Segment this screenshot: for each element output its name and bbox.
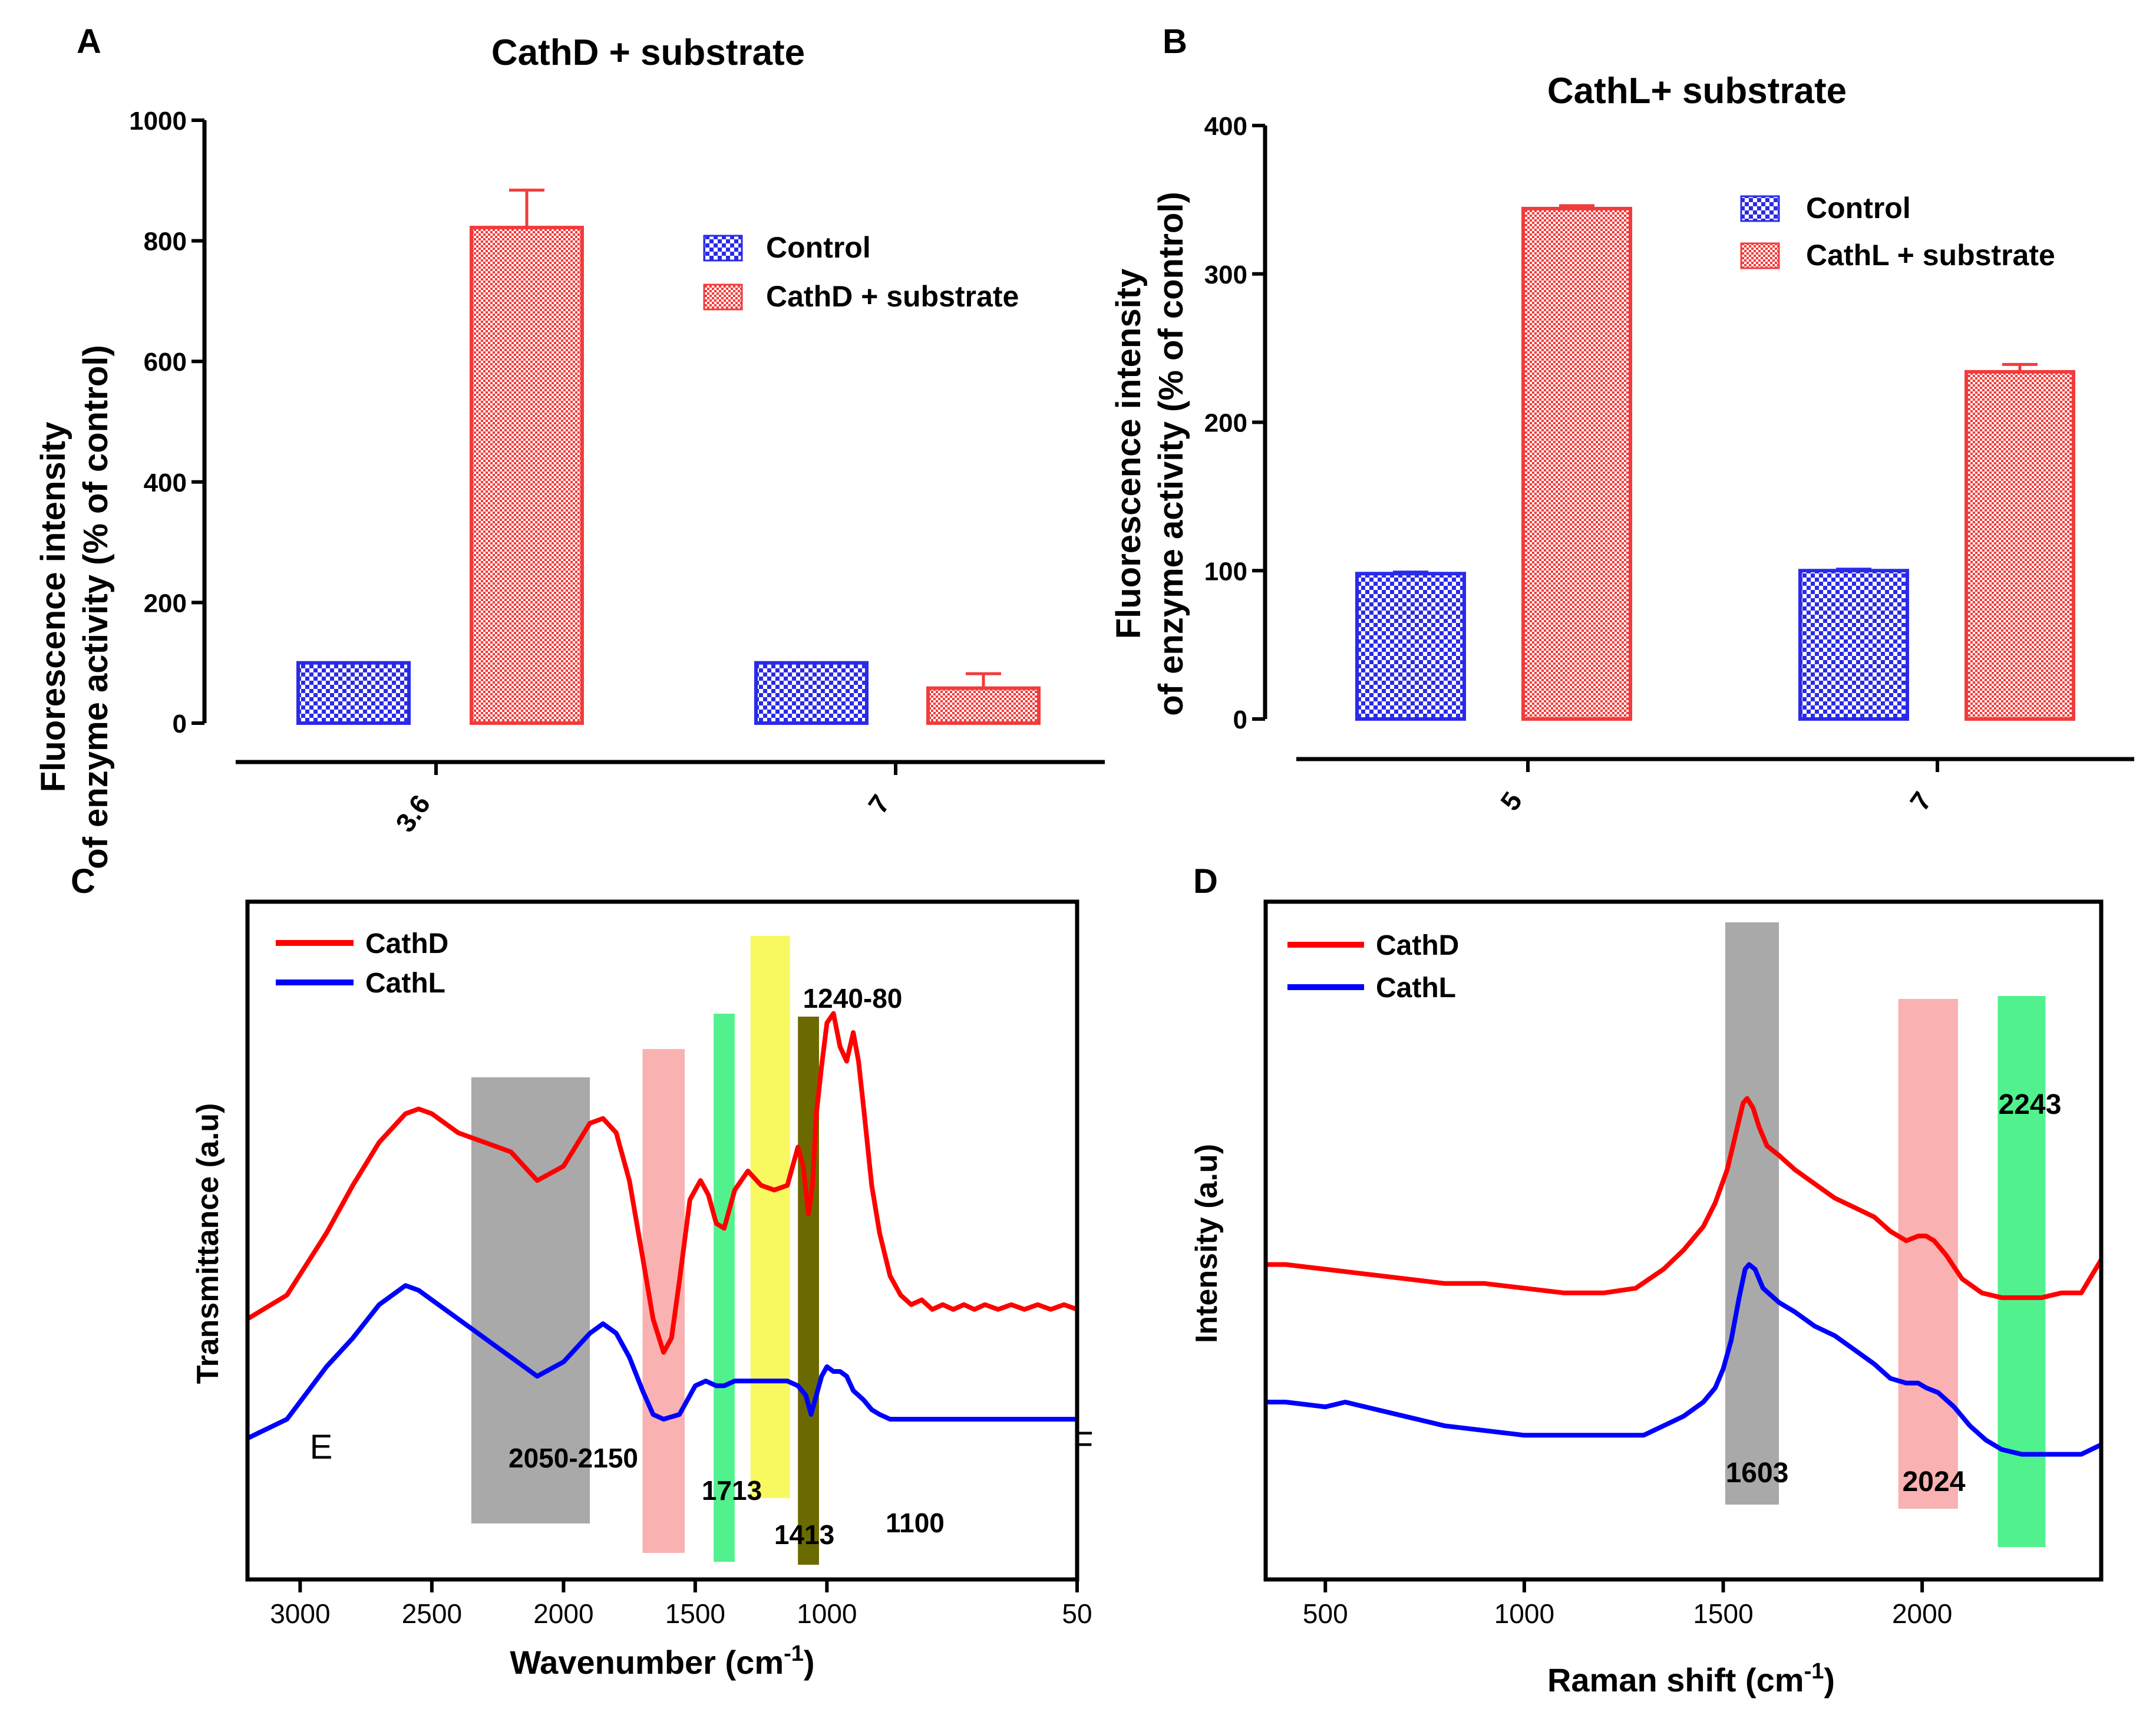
y-tick-label: 100: [1204, 557, 1247, 586]
x-tick-label: 3000: [270, 1598, 330, 1629]
legend-label-cathl: CathL: [365, 968, 445, 999]
panel-c-legend: CathD CathL: [276, 928, 448, 999]
y-tick-label: 800: [144, 227, 187, 256]
annotation-1713: 1713: [702, 1475, 762, 1506]
annotation-1100: 1100: [886, 1508, 945, 1538]
annotation-2243: 2243: [1999, 1089, 2062, 1120]
panel-d-bands: [1725, 922, 2046, 1547]
y-tick-label: 400: [1204, 112, 1247, 141]
x-tick-label: 5: [1494, 786, 1528, 816]
highlight-band: [1898, 999, 1958, 1509]
legend-label-control: Control: [1806, 192, 1911, 225]
panel-d: D 500 1000 1500 2000 Intensity (a.u) Raman …: [1190, 862, 2104, 1698]
y-tick-label: 400: [144, 469, 187, 497]
x-tick-label: 1500: [1693, 1598, 1753, 1629]
panel-a-ylabel-line1: Fluorescence intensity: [34, 422, 72, 793]
series-line-cathl: [246, 1283, 1077, 1441]
series-line-cathl: [1266, 1262, 2102, 1457]
legend-label-cathd: CathD: [1376, 930, 1459, 961]
bar: [1521, 206, 1632, 721]
panel-c-lines: [246, 1011, 1078, 1441]
x-tick-label: 2000: [533, 1598, 593, 1629]
panel-a-ylabel-line2: of enzyme activity (% of control): [77, 345, 115, 869]
bar: [1355, 572, 1466, 721]
panel-c-letter: C: [71, 862, 95, 901]
legend-label-control: Control: [766, 231, 871, 264]
legend-label-cathd: CathD: [365, 928, 448, 959]
legend-label-cathd-substrate: CathD + substrate: [766, 280, 1019, 313]
x-tick-label: 7: [862, 789, 896, 819]
highlight-band: [714, 1014, 735, 1562]
panel-d-xlabel: Raman shift (cm-1): [1547, 1659, 1835, 1698]
highlight-band: [1725, 922, 1779, 1505]
panel-c-annotations: 2050-2150 1713 1413 1240-80 1100 E F: [310, 983, 1094, 1550]
bar: [754, 661, 869, 725]
y-tick-label: 0: [1233, 705, 1247, 734]
panel-a-legend: Control CathD + substrate: [703, 231, 1019, 313]
panel-b: B CathL+ substrate Fluorescence intensit…: [1110, 22, 2134, 816]
annotation-1603: 1603: [1726, 1457, 1789, 1489]
series-line-cathd: [1266, 1096, 2104, 1300]
panel-b-ylabel-line1: Fluorescence intensity: [1110, 269, 1148, 639]
x-tick-label: 50: [1062, 1598, 1092, 1629]
x-tick-label: 1500: [665, 1598, 725, 1629]
panel-b-letter: B: [1163, 22, 1187, 61]
panel-d-axes: 500 1000 1500 2000: [1303, 1579, 1952, 1629]
annotation-2024: 2024: [1903, 1466, 1966, 1498]
bar: [926, 686, 1041, 725]
mark-f: F: [1072, 1425, 1093, 1463]
legend-label-cathl-substrate: CathL + substrate: [1806, 239, 2055, 272]
panel-b-title: CathL+ substrate: [1547, 71, 1847, 111]
bar: [1798, 569, 1909, 721]
bar: [470, 226, 584, 725]
x-tick-label: 1000: [797, 1598, 857, 1629]
bar: [1964, 370, 2075, 721]
legend-swatch-control: [703, 235, 743, 262]
panel-d-legend: CathD CathL: [1287, 930, 1459, 1004]
legend-swatch-cathl-substrate: [1740, 242, 1780, 269]
panel-d-lines: [1266, 1096, 2104, 1457]
bar: [296, 661, 411, 725]
x-tick-label: 2000: [1892, 1598, 1952, 1629]
x-tick-label: 2500: [402, 1598, 462, 1629]
legend-swatch-control: [1740, 195, 1780, 222]
panel-c: C 3000 2500 2000 1500 1000 50 Transmittance (…: [71, 862, 1093, 1681]
panel-b-ylabel-line2: of enzyme activity (% of control): [1152, 192, 1190, 715]
y-tick-label: 300: [1204, 260, 1247, 289]
legend-swatch-cathd-substrate: [703, 283, 743, 311]
panel-d-annotations: 1603 2024 2243: [1726, 1089, 2062, 1498]
annotation-2050-2150: 2050-2150: [509, 1443, 638, 1473]
panel-d-ylabel: Intensity (a.u): [1190, 1144, 1224, 1343]
highlight-band: [750, 936, 790, 1498]
panel-b-bars: [1355, 204, 2075, 721]
y-tick-label: 1000: [129, 107, 187, 136]
panel-a-bars: [296, 189, 1041, 725]
panel-c-xlabel: Wavenumber (cm-1): [510, 1641, 814, 1681]
y-tick-label: 0: [173, 710, 187, 738]
panel-c-axes: 3000 2500 2000 1500 1000 50: [270, 1579, 1092, 1629]
legend-label-cathl: CathL: [1376, 972, 1456, 1004]
x-tick-label: 1000: [1494, 1598, 1554, 1629]
y-tick-label: 200: [144, 589, 187, 618]
mark-e: E: [310, 1428, 333, 1466]
panel-a: A CathD + substrate Fluorescence intensi…: [34, 22, 1105, 869]
panel-a-letter: A: [77, 22, 101, 61]
y-tick-label: 600: [144, 348, 187, 377]
highlight-band: [1997, 996, 2046, 1547]
y-tick-label: 200: [1204, 409, 1247, 438]
panel-a-title: CathD + substrate: [491, 32, 805, 73]
panel-b-legend: Control CathL + substrate: [1740, 192, 2055, 272]
x-tick-label: 500: [1303, 1598, 1348, 1629]
x-tick-label: 7: [1904, 786, 1937, 816]
panel-d-frame: [1263, 899, 2104, 1582]
panel-c-frame: [245, 899, 1079, 1582]
panel-a-axes: 0 200 400 600 800 1000 3.6 7: [129, 107, 1105, 837]
annotation-1413: 1413: [774, 1519, 834, 1550]
x-tick-label: 3.6: [389, 789, 436, 837]
series-line-cathd: [246, 1011, 1078, 1355]
annotation-1240-80: 1240-80: [803, 983, 903, 1014]
panel-c-ylabel: Transmittance (a.u): [191, 1103, 225, 1384]
panel-d-letter: D: [1193, 862, 1218, 901]
